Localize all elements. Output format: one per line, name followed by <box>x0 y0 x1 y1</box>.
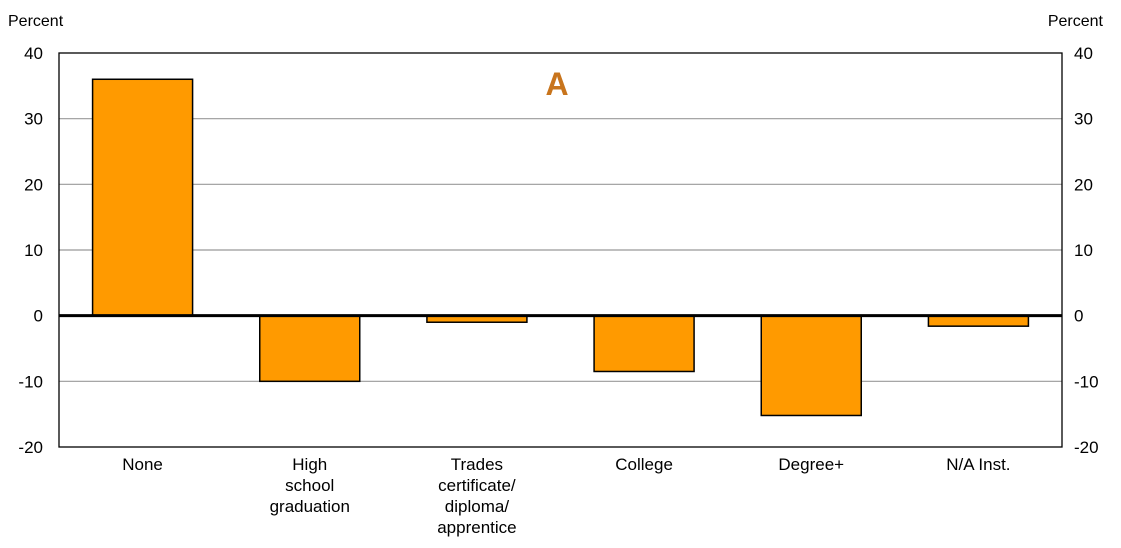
panel-label: A <box>545 66 568 102</box>
y-tick-label-left: 20 <box>24 175 43 194</box>
bar <box>259 314 361 383</box>
y-tick-label-left: 0 <box>34 307 43 326</box>
y-axis-left-unit: Percent <box>8 13 64 30</box>
y-axis-right: 40 30 20 10 0 -10 -20 <box>1074 44 1099 457</box>
bar <box>760 314 862 417</box>
y-tick-label-left: -20 <box>18 438 43 457</box>
x-axis-categories: None High school graduation Trades certificat… <box>122 455 1010 537</box>
y-tick-label-left: 40 <box>24 44 43 63</box>
x-category-label: College <box>615 455 673 474</box>
x-category-label: graduation <box>270 497 350 516</box>
plot-frame <box>58 52 1063 448</box>
bar <box>927 314 1030 327</box>
y-tick-label-right: 30 <box>1074 110 1093 129</box>
bar <box>593 314 695 373</box>
x-category-label: Trades <box>451 455 503 474</box>
y-tick-label-left: -10 <box>18 372 43 391</box>
x-category-label: Degree+ <box>778 455 844 474</box>
gridlines <box>59 118 1062 382</box>
x-category-label: N/A Inst. <box>946 455 1010 474</box>
x-category-label: None <box>122 455 163 474</box>
x-category-label: diploma/ <box>445 497 510 516</box>
x-category-label: school <box>285 476 334 495</box>
y-tick-label-right: -20 <box>1074 438 1099 457</box>
y-axis-right-unit: Percent <box>1048 13 1104 30</box>
y-tick-label-right: 20 <box>1074 175 1093 194</box>
plot-border <box>58 52 1063 448</box>
y-tick-label-left: 10 <box>24 241 43 260</box>
y-tick-label-right: 40 <box>1074 44 1093 63</box>
x-category-label: certificate/ <box>438 476 516 495</box>
x-category-label: apprentice <box>437 518 516 537</box>
bars <box>91 78 1030 417</box>
y-tick-label-right: 10 <box>1074 241 1093 260</box>
x-category-label: High <box>292 455 327 474</box>
bar <box>91 78 194 317</box>
y-tick-label-right: 0 <box>1074 307 1083 326</box>
y-tick-label-left: 30 <box>24 110 43 129</box>
y-tick-label-right: -10 <box>1074 372 1099 391</box>
y-axis-left: 40 30 20 10 0 -10 -20 <box>18 44 43 457</box>
